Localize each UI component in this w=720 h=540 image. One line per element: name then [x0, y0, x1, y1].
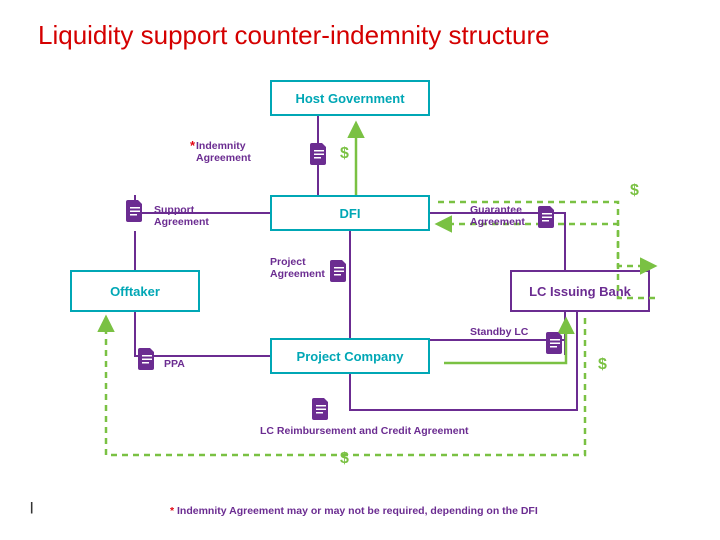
dollar-icon: $ [340, 145, 349, 163]
document-icon [546, 332, 564, 354]
footnote-text: Indemnity Agreement may or may not be re… [174, 505, 538, 517]
label-indemnity-agreement: Indemnity Agreement [196, 140, 266, 164]
node-project-company: Project Company [270, 338, 430, 374]
node-offtaker: Offtaker [70, 270, 200, 312]
dollar-icon: $ [598, 356, 607, 374]
node-dfi: DFI [270, 195, 430, 231]
document-icon [138, 348, 156, 370]
page-marker: | [30, 500, 33, 514]
label-lc-reimbursement: LC Reimbursement and Credit Agreement [260, 425, 468, 437]
title-text: Liquidity support counter-indemnity stru… [38, 20, 550, 50]
document-icon [126, 200, 144, 222]
label-ppa: PPA [164, 358, 185, 370]
label-guarantee-agreement: Guarantee Agreement [470, 204, 540, 228]
label-support-agreement: Support Agreement [154, 204, 224, 228]
node-host-government: Host Government [270, 80, 430, 116]
document-icon [538, 206, 556, 228]
label-standby-lc: Standby LC [470, 326, 528, 338]
node-lc-issuing-bank: LC Issuing Bank [510, 270, 650, 312]
document-icon [310, 143, 328, 165]
page-title: Liquidity support counter-indemnity stru… [38, 20, 550, 51]
document-icon [312, 398, 330, 420]
document-icon [330, 260, 348, 282]
asterisk-icon: * [190, 138, 195, 153]
dollar-icon: $ [340, 450, 349, 468]
dollar-icon: $ [630, 182, 639, 200]
footnote: * Indemnity Agreement may or may not be … [170, 505, 538, 517]
